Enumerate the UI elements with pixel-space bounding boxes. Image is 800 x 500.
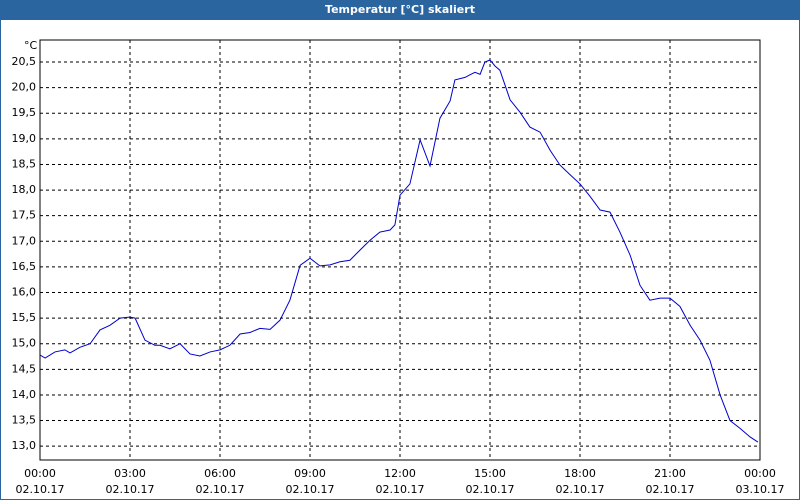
- x-tick-date: 02.10.17: [556, 483, 605, 496]
- y-tick-label: 14,5: [12, 362, 37, 375]
- y-tick-label: 16,0: [12, 286, 37, 299]
- x-tick-date: 02.10.17: [466, 483, 515, 496]
- data-line: [39, 59, 759, 443]
- x-tick-date: 02.10.17: [286, 483, 335, 496]
- y-tick-label: 14,0: [12, 388, 37, 401]
- y-tick-label: 20,0: [12, 81, 37, 94]
- y-tick-label: 20,5: [12, 55, 37, 68]
- x-tick-date: 02.10.17: [646, 483, 695, 496]
- x-tick-label: 06:00: [204, 467, 236, 480]
- x-tick-date: 02.10.17: [106, 483, 155, 496]
- y-tick-label: 15,0: [12, 337, 37, 350]
- x-tick-date: 02.10.17: [376, 483, 425, 496]
- x-tick-date: 02.10.17: [196, 483, 245, 496]
- plot-frame: [39, 39, 761, 461]
- y-tick-label: 19,5: [12, 106, 37, 119]
- x-tick-label: 15:00: [474, 467, 506, 480]
- y-tick-label: 19,0: [12, 132, 37, 145]
- y-tick-label: 17,0: [12, 234, 37, 247]
- chart-title: Temperatur [°C] skaliert: [325, 3, 475, 16]
- y-tick-label: 15,5: [12, 311, 37, 324]
- y-tick-label: 13,0: [12, 439, 37, 452]
- y-tick-label: 17,5: [12, 209, 37, 222]
- x-tick-label: 03:00: [114, 467, 146, 480]
- title-bar: [0, 0, 800, 20]
- y-unit-label: °C: [24, 39, 38, 52]
- y-tick-label: 13,5: [12, 414, 37, 427]
- x-tick-date: 02.10.17: [16, 483, 65, 496]
- x-tick-label: 12:00: [384, 467, 416, 480]
- x-tick-label: 00:00: [744, 467, 776, 480]
- x-tick-label: 21:00: [654, 467, 686, 480]
- y-tick-label: 18,5: [12, 157, 37, 170]
- y-tick-label: 18,0: [12, 183, 37, 196]
- y-tick-label: 16,5: [12, 260, 37, 273]
- x-tick-date: 03.10.17: [736, 483, 785, 496]
- x-tick-label: 18:00: [564, 467, 596, 480]
- x-tick-label: 09:00: [294, 467, 326, 480]
- x-tick-label: 00:00: [24, 467, 56, 480]
